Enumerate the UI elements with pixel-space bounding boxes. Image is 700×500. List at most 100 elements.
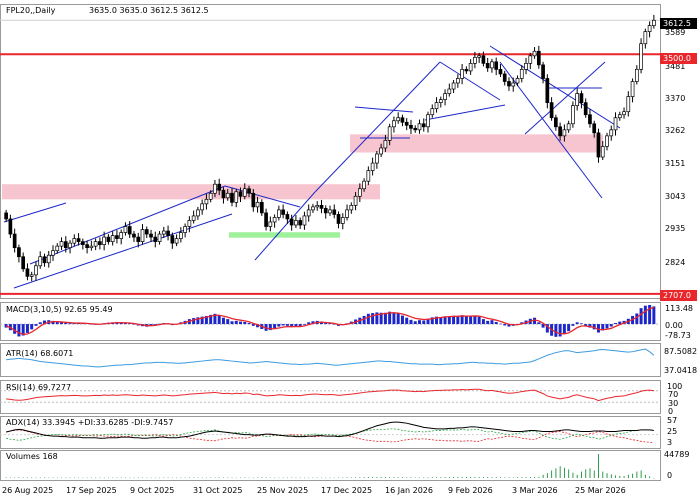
macd-bar: [298, 324, 302, 327]
candle-body: [366, 170, 371, 182]
volume-bar: [606, 473, 608, 478]
candle-body: [149, 233, 153, 238]
candle-body: [370, 162, 375, 171]
candle-body: [76, 238, 81, 242]
candle-body: [426, 114, 430, 128]
volume-bar: [372, 477, 374, 478]
macd-bar: [430, 317, 434, 325]
volume-bar: [82, 477, 84, 479]
macd-bar: [635, 313, 639, 325]
volume-bar: [457, 476, 459, 478]
volume-bar: [333, 477, 335, 479]
candle-body: [515, 78, 520, 84]
macd-bar: [537, 322, 541, 325]
candle-body: [571, 105, 575, 125]
volume-bar: [95, 477, 97, 479]
volume-bar: [338, 477, 340, 479]
candle-body: [528, 55, 533, 64]
candle-body: [259, 201, 264, 214]
trend-line: [224, 185, 301, 208]
candle-body: [387, 126, 392, 141]
volume-bar: [108, 477, 109, 479]
macd-bar: [413, 321, 417, 325]
macd-bar: [243, 321, 247, 325]
candle-body: [187, 220, 192, 227]
candle-body: [281, 209, 285, 215]
candle-body: [174, 238, 179, 244]
macd-bar: [464, 316, 468, 325]
candle-body: [502, 73, 507, 82]
volume-bar: [538, 476, 540, 478]
level-text-2707: 2707.0: [663, 291, 691, 300]
candle-body: [536, 50, 541, 66]
atr-tick: 37.0418: [664, 366, 697, 375]
candle-body: [230, 192, 234, 203]
volume-bar: [653, 477, 655, 479]
volume-bar: [504, 477, 506, 478]
candle-body: [119, 232, 124, 239]
adx-tick: 25: [667, 427, 677, 436]
volume-bar: [146, 477, 148, 479]
macd-bar: [192, 318, 196, 325]
candle-body: [647, 25, 652, 32]
volume-bar: [274, 477, 276, 479]
volume-bar: [257, 477, 259, 478]
volume-bar: [529, 477, 531, 478]
trend-line: [354, 106, 414, 113]
macd-bar: [366, 313, 370, 325]
macd-tick: 0.00: [665, 321, 683, 330]
volume-bar: [453, 477, 455, 478]
rsi-tick: 0: [668, 407, 673, 416]
macd-bar: [498, 323, 502, 325]
candle-body: [140, 229, 145, 242]
candle-body: [98, 241, 102, 245]
trend-line: [424, 104, 506, 121]
candle-body: [336, 214, 341, 224]
candle-body: [345, 209, 349, 218]
volume-bar: [615, 475, 617, 478]
trend-line: [439, 61, 501, 101]
candle-body: [566, 123, 571, 131]
macd-bar: [277, 324, 281, 327]
volume-bar: [231, 477, 233, 479]
macd-bar: [209, 314, 213, 325]
candle-body: [247, 188, 251, 194]
candle-body: [115, 235, 119, 239]
volume-bar: [265, 477, 267, 478]
volume-bar: [465, 476, 467, 478]
date-label: 17 Dec 2025: [321, 486, 372, 495]
price-tick: 2824: [665, 258, 685, 267]
candle-body: [379, 147, 383, 155]
trend-line: [524, 61, 606, 135]
volume-bar: [167, 477, 169, 479]
macd-bar: [311, 321, 315, 325]
candle-body: [42, 256, 47, 264]
volume-bar: [640, 470, 642, 478]
volume-bar: [346, 477, 348, 478]
macd-bar: [396, 313, 400, 325]
candle-body: [251, 192, 256, 208]
last-price-text: 3612.5: [663, 19, 691, 28]
candle-body: [213, 183, 217, 194]
macd-bar: [302, 324, 306, 325]
macd-bar: [234, 320, 238, 325]
macd-bar: [400, 315, 404, 325]
volume-bar: [154, 477, 156, 479]
macd-bar: [230, 321, 234, 325]
candle-body: [238, 191, 243, 197]
volume-bar: [65, 477, 67, 479]
macd-bar: [562, 324, 566, 334]
candle-body: [132, 233, 136, 238]
volume-bar: [491, 477, 493, 478]
volume-bar: [342, 477, 344, 478]
candle-body: [264, 212, 268, 227]
volume-bar: [133, 477, 135, 479]
macd-bar: [417, 320, 421, 325]
macd-bar: [42, 320, 46, 325]
macd-bar: [503, 324, 507, 326]
volume-bar: [48, 477, 50, 479]
macd-bar: [571, 324, 575, 326]
candle-body: [89, 245, 94, 249]
volume-bar: [419, 477, 420, 479]
